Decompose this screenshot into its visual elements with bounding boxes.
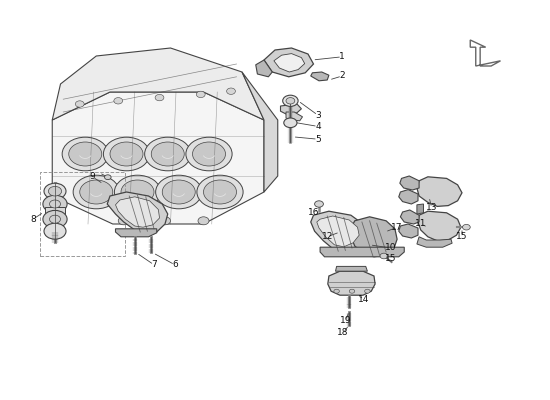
Text: 16: 16	[308, 208, 319, 217]
Polygon shape	[317, 216, 359, 247]
Text: 9: 9	[90, 172, 95, 181]
Circle shape	[69, 142, 102, 166]
Circle shape	[44, 183, 66, 199]
Polygon shape	[418, 211, 461, 241]
Text: 15: 15	[385, 254, 396, 263]
Polygon shape	[320, 247, 404, 257]
Text: 5: 5	[315, 135, 321, 144]
Polygon shape	[52, 92, 264, 224]
Circle shape	[284, 118, 297, 128]
Text: 19: 19	[340, 316, 351, 325]
Circle shape	[44, 223, 66, 239]
Circle shape	[104, 175, 111, 180]
Circle shape	[334, 289, 339, 293]
Polygon shape	[311, 211, 366, 253]
Polygon shape	[417, 177, 462, 206]
Circle shape	[186, 137, 232, 171]
Circle shape	[151, 142, 184, 166]
Text: 12: 12	[322, 232, 333, 241]
Circle shape	[463, 224, 470, 230]
Circle shape	[196, 91, 205, 98]
Circle shape	[73, 175, 119, 209]
Circle shape	[43, 195, 67, 213]
Polygon shape	[400, 176, 419, 190]
Circle shape	[283, 95, 298, 106]
Circle shape	[380, 253, 388, 259]
Text: 1: 1	[339, 52, 345, 61]
Circle shape	[286, 98, 295, 104]
Text: 2: 2	[339, 72, 345, 80]
Circle shape	[162, 180, 195, 204]
Circle shape	[48, 186, 62, 196]
FancyBboxPatch shape	[45, 207, 65, 214]
Circle shape	[192, 142, 226, 166]
Text: 7: 7	[151, 260, 157, 269]
Text: 6: 6	[172, 260, 178, 269]
Text: 13: 13	[426, 204, 437, 212]
Circle shape	[43, 210, 67, 228]
Circle shape	[365, 289, 370, 293]
Polygon shape	[52, 48, 264, 120]
Circle shape	[103, 137, 150, 171]
Circle shape	[75, 101, 84, 107]
Text: 15: 15	[456, 232, 468, 241]
Circle shape	[155, 94, 164, 101]
Circle shape	[227, 88, 235, 94]
Circle shape	[114, 175, 161, 209]
Circle shape	[198, 217, 209, 225]
Polygon shape	[470, 40, 500, 66]
Circle shape	[114, 98, 123, 104]
Circle shape	[349, 289, 355, 293]
Polygon shape	[274, 54, 305, 72]
Polygon shape	[400, 210, 419, 224]
Polygon shape	[417, 237, 452, 247]
Text: 3: 3	[315, 111, 321, 120]
Circle shape	[118, 217, 129, 225]
Circle shape	[197, 175, 243, 209]
Polygon shape	[242, 72, 278, 192]
Polygon shape	[328, 271, 375, 295]
Polygon shape	[107, 192, 168, 234]
Polygon shape	[280, 104, 301, 114]
Circle shape	[50, 200, 60, 208]
Circle shape	[110, 142, 143, 166]
Text: 8: 8	[30, 215, 36, 224]
Polygon shape	[116, 229, 157, 237]
Polygon shape	[417, 204, 424, 214]
Polygon shape	[116, 197, 160, 227]
Polygon shape	[286, 112, 302, 121]
Circle shape	[204, 180, 236, 204]
Circle shape	[80, 180, 113, 204]
Text: 10: 10	[385, 244, 396, 252]
Circle shape	[62, 137, 108, 171]
Polygon shape	[351, 217, 397, 257]
Text: 18: 18	[338, 328, 349, 337]
Circle shape	[315, 201, 323, 207]
Polygon shape	[256, 60, 272, 77]
Circle shape	[160, 217, 170, 225]
Text: 14: 14	[359, 295, 370, 304]
Circle shape	[145, 137, 191, 171]
Text: 11: 11	[415, 220, 426, 228]
Polygon shape	[311, 72, 329, 81]
Polygon shape	[399, 224, 418, 238]
Polygon shape	[399, 190, 418, 204]
Text: 17: 17	[392, 223, 403, 232]
Circle shape	[156, 175, 202, 209]
Text: 4: 4	[315, 122, 321, 131]
Circle shape	[121, 180, 154, 204]
Polygon shape	[264, 48, 314, 77]
Circle shape	[50, 215, 60, 223]
Polygon shape	[336, 266, 367, 271]
